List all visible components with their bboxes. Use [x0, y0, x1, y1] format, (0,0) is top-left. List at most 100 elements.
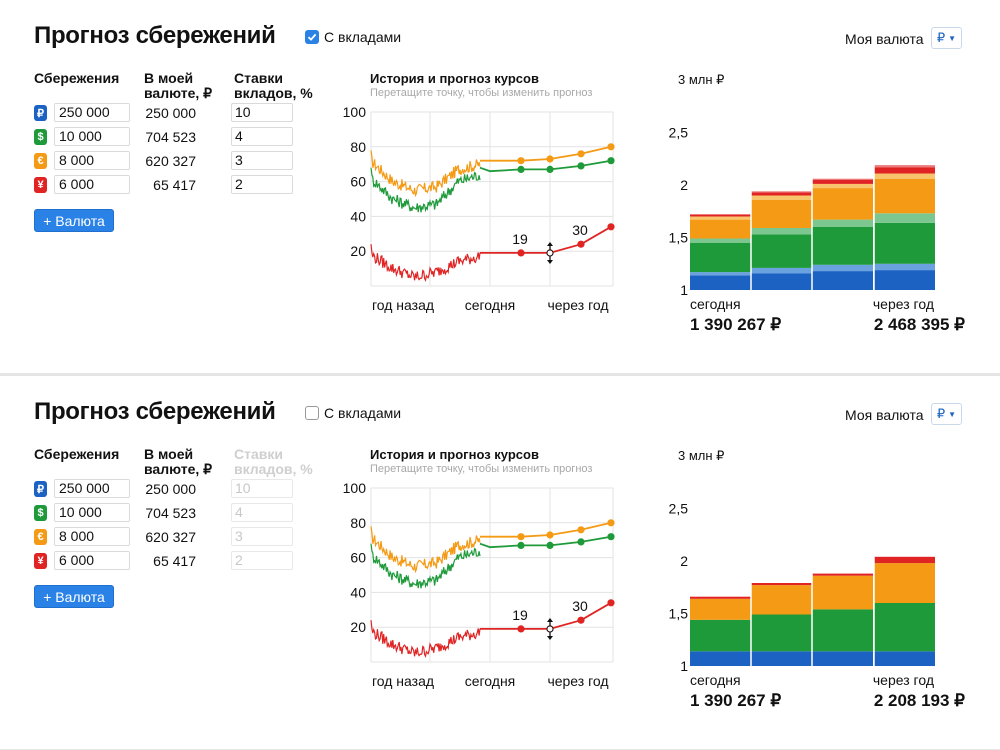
bar-segment: [874, 563, 935, 603]
line-chart-subtitle: Перетащите точку, чтобы изменить прогноз: [370, 87, 593, 99]
checkbox-box[interactable]: [305, 30, 319, 44]
rate-input[interactable]: 3: [231, 151, 293, 170]
bar-y-tick: 1: [680, 282, 688, 298]
forecast-point[interactable]: [577, 240, 585, 248]
forecast-point[interactable]: [607, 223, 615, 231]
rates-line-chart[interactable]: 100 80 60 40 20 год назад сегодня через год 19 30: [340, 100, 630, 315]
deposits-checkbox[interactable]: С вкладами: [305, 29, 401, 45]
currency-row: ₽250 000 250 000 10: [0, 478, 330, 500]
rate-input[interactable]: 2: [231, 175, 293, 194]
currency-glyph: €: [37, 531, 44, 543]
forecast-point[interactable]: [607, 157, 615, 165]
bar-segment: [812, 651, 873, 666]
converted-value: 620 327: [145, 153, 196, 169]
currency-row: ₽250 000 250 000 10: [0, 102, 330, 124]
rates-line-chart[interactable]: 100 80 60 40 20 год назад сегодня через год 19 30: [340, 476, 630, 691]
forecast-point[interactable]: [517, 157, 525, 165]
bar-right-label: через год: [873, 672, 934, 688]
header-text: В моей: [144, 446, 194, 462]
forecast-point[interactable]: [607, 519, 615, 527]
header-text: валюте, ₽: [144, 461, 213, 477]
forecast-line: [480, 145, 612, 162]
forecast-point[interactable]: [517, 625, 525, 633]
rate-input[interactable]: 4: [231, 127, 293, 146]
y-tick-label: 40: [350, 208, 366, 224]
checkmark-icon: [307, 33, 317, 41]
forecast-point[interactable]: [546, 531, 554, 539]
forecast-point[interactable]: [577, 526, 585, 534]
currency-glyph: ₽: [37, 107, 44, 120]
y-tick-label: 40: [350, 584, 366, 600]
currency-value: ₽: [936, 30, 946, 45]
amount-input[interactable]: 250 000: [54, 479, 130, 498]
drag-handle-icon[interactable]: [546, 241, 554, 264]
header-savings: Сбережения: [34, 447, 119, 462]
checkbox-label: С вкладами: [324, 405, 402, 421]
forecast-point[interactable]: [517, 249, 525, 257]
bar-right-label: через год: [873, 296, 934, 312]
forecast-point[interactable]: [607, 533, 615, 541]
bar-segment: [874, 213, 935, 223]
history-line: [370, 150, 481, 198]
forecast-point[interactable]: [517, 165, 525, 173]
bar-segment: [690, 242, 751, 273]
forecast-point[interactable]: [577, 150, 585, 158]
history-line: [370, 167, 481, 213]
add-currency-button[interactable]: + Валюта: [34, 209, 114, 232]
header-savings-text: Сбережения: [34, 446, 120, 462]
yen-icon: ¥: [34, 553, 47, 569]
forecast-point[interactable]: [577, 162, 585, 170]
forecast-point[interactable]: [546, 541, 554, 549]
forecast-point[interactable]: [517, 533, 525, 541]
amount-input[interactable]: 8 000: [54, 151, 130, 170]
header-text: вкладов, %: [234, 461, 313, 477]
forecast-point[interactable]: [607, 599, 615, 607]
amount-input[interactable]: 6 000: [54, 175, 130, 194]
currency-glyph: $: [37, 131, 44, 143]
forecast-point[interactable]: [577, 538, 585, 546]
bar-segment: [812, 609, 873, 652]
bar-segment: [874, 270, 935, 290]
currency-glyph: ₽: [37, 483, 44, 496]
forecast-point[interactable]: [546, 155, 554, 163]
ruble-icon: ₽: [34, 481, 47, 497]
currency-select[interactable]: ₽ ▼: [931, 27, 962, 49]
forecast-point[interactable]: [546, 165, 554, 173]
bar-segment: [874, 263, 935, 271]
amount-input[interactable]: 10 000: [54, 127, 130, 146]
forecast-line: [480, 521, 612, 538]
rate-input: 3: [231, 527, 293, 546]
amount-input[interactable]: 250 000: [54, 103, 130, 122]
forecast-point[interactable]: [607, 143, 615, 151]
bar-segment: [874, 651, 935, 666]
add-currency-button[interactable]: + Валюта: [34, 585, 114, 608]
currency-select[interactable]: ₽ ▼: [931, 403, 962, 425]
header-rates: Ставки вкладов, %: [234, 447, 313, 477]
y-tick-label: 60: [350, 174, 366, 190]
bar-segment: [690, 219, 751, 239]
bar-segment: [690, 596, 751, 599]
forecast-point[interactable]: [517, 541, 525, 549]
checkbox-box[interactable]: [305, 406, 319, 420]
amount-input[interactable]: 8 000: [54, 527, 130, 546]
line-chart-subtitle: Перетащите точку, чтобы изменить прогноз: [370, 463, 593, 475]
forecast-point[interactable]: [577, 616, 585, 624]
converted-value: 65 417: [153, 177, 196, 193]
rate-input[interactable]: 10: [231, 103, 293, 122]
amount-input[interactable]: 10 000: [54, 503, 130, 522]
forecast-line: [480, 226, 612, 254]
bar-left-label: сегодня: [690, 672, 741, 688]
bar-segment: [812, 179, 873, 184]
drag-handle-icon[interactable]: [546, 617, 554, 640]
history-line: [370, 543, 481, 589]
amount-input[interactable]: 6 000: [54, 551, 130, 570]
currency-label: Моя валюта: [845, 407, 924, 423]
header-text: валюте, ₽: [144, 85, 213, 101]
deposits-checkbox[interactable]: С вкладами: [305, 405, 401, 421]
forecast-line: [479, 159, 612, 173]
bar-segment: [690, 275, 751, 290]
currency-row: $10 000 704 523 4: [0, 126, 330, 148]
currency-row: €8 000 620 327 3: [0, 526, 330, 548]
bar-segment: [812, 573, 873, 576]
